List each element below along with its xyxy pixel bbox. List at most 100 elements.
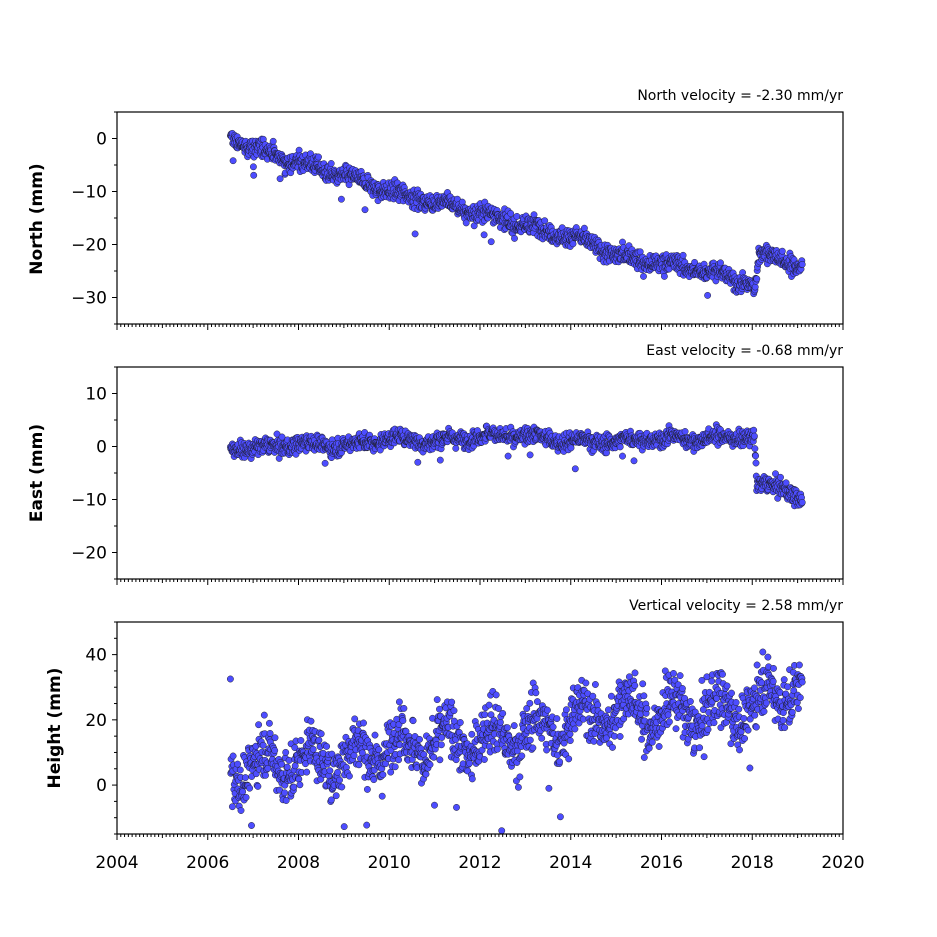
east-data-point — [782, 479, 790, 487]
height-data-point — [545, 784, 553, 792]
height-data-point — [719, 670, 726, 678]
height-data-point — [553, 715, 561, 723]
height-data-point — [769, 677, 777, 685]
north-velocity-label: North velocity = -2.30 mm/yr — [637, 88, 843, 104]
height-data-point — [336, 776, 343, 784]
east-data-point — [571, 465, 579, 473]
north-data-point — [250, 171, 258, 179]
height-data-point — [370, 776, 378, 784]
height-data-point — [759, 648, 767, 656]
height-data-point — [779, 716, 787, 724]
height-data-point — [496, 718, 504, 726]
height-data-point — [303, 768, 311, 776]
height-data-point — [493, 745, 501, 753]
height-data-point — [295, 775, 303, 783]
height-data-point — [290, 783, 298, 791]
height-data-point — [565, 755, 573, 763]
north-data-point — [315, 153, 322, 161]
east-data-point — [452, 444, 460, 452]
height-data-point — [242, 793, 250, 801]
height-data-point — [696, 744, 704, 752]
height-data-point — [788, 708, 796, 716]
height-data-point — [579, 715, 587, 723]
height-data-point — [753, 661, 761, 669]
height-data-point — [262, 771, 269, 779]
height-data-point — [591, 681, 599, 688]
height-data-point — [351, 715, 359, 723]
height-y-tick-label: 0 — [96, 776, 107, 796]
north-points — [227, 129, 806, 299]
height-data-point — [228, 803, 236, 811]
north-data-point — [751, 283, 759, 291]
height-data-point — [752, 723, 760, 731]
height-data-point — [798, 678, 806, 686]
north-y-tick-label: −30 — [71, 289, 107, 309]
height-data-point — [241, 774, 249, 782]
height-data-point — [254, 782, 262, 790]
east-data-point — [798, 498, 806, 506]
height-data-point — [710, 719, 718, 727]
north-data-point — [269, 137, 277, 145]
height-data-point — [723, 682, 731, 690]
height-data-point — [492, 691, 500, 699]
height-data-point — [556, 758, 564, 766]
height-data-point — [291, 762, 299, 770]
height-data-point — [794, 705, 802, 713]
height-data-point — [631, 682, 639, 689]
height-data-point — [645, 744, 653, 752]
panel-north: North velocity = -2.30 mm/yr 0−10−20−30 … — [27, 88, 844, 330]
east-y-tick-label: −10 — [71, 491, 107, 511]
height-data-point — [426, 761, 434, 769]
height-data-point — [430, 753, 438, 761]
north-data-point — [480, 231, 488, 239]
height-data-point — [400, 704, 408, 712]
north-data-point — [569, 240, 577, 248]
height-data-point — [323, 742, 331, 750]
height-data-point — [686, 698, 694, 705]
height-data-point — [360, 719, 367, 727]
east-y-tick-label: 0 — [96, 438, 107, 458]
height-data-point — [514, 783, 522, 791]
height-data-point — [307, 717, 315, 725]
height-data-point — [334, 768, 342, 776]
height-data-point — [234, 760, 242, 768]
height-data-point — [499, 709, 507, 717]
height-data-point — [265, 719, 273, 727]
height-data-point — [481, 711, 489, 719]
east-data-point — [278, 433, 286, 441]
height-data-point — [355, 761, 363, 769]
north-y-tick-label: 0 — [96, 130, 107, 150]
height-data-point — [643, 704, 651, 712]
height-data-point — [271, 734, 279, 742]
north-data-point — [660, 272, 668, 280]
height-data-point — [543, 746, 551, 754]
height-data-point — [395, 698, 403, 706]
height-data-point — [255, 721, 263, 729]
east-data-point — [567, 444, 575, 452]
east-data-point — [751, 445, 759, 453]
height-data-point — [604, 706, 612, 714]
height-data-point — [498, 827, 506, 835]
east-data-point — [777, 473, 784, 481]
north-data-point — [507, 210, 515, 217]
height-data-point — [448, 698, 456, 706]
height-data-point — [431, 801, 438, 809]
east-data-point — [681, 428, 689, 435]
height-data-point — [283, 763, 291, 771]
height-data-point — [345, 772, 353, 780]
east-velocity-label: East velocity = -0.68 mm/yr — [646, 343, 843, 359]
north-data-point — [513, 212, 521, 220]
height-data-point — [363, 785, 371, 793]
height-data-point — [665, 718, 673, 726]
height-data-point — [453, 803, 460, 811]
height-data-point — [260, 711, 268, 719]
height-data-point — [744, 726, 752, 734]
height-data-point — [416, 735, 423, 743]
height-data-point — [236, 766, 244, 774]
north-data-point — [337, 195, 345, 203]
north-y-axis-label: North (mm) — [27, 163, 47, 274]
east-data-point — [630, 457, 638, 465]
height-data-point — [239, 788, 247, 796]
height-data-point — [466, 759, 473, 767]
